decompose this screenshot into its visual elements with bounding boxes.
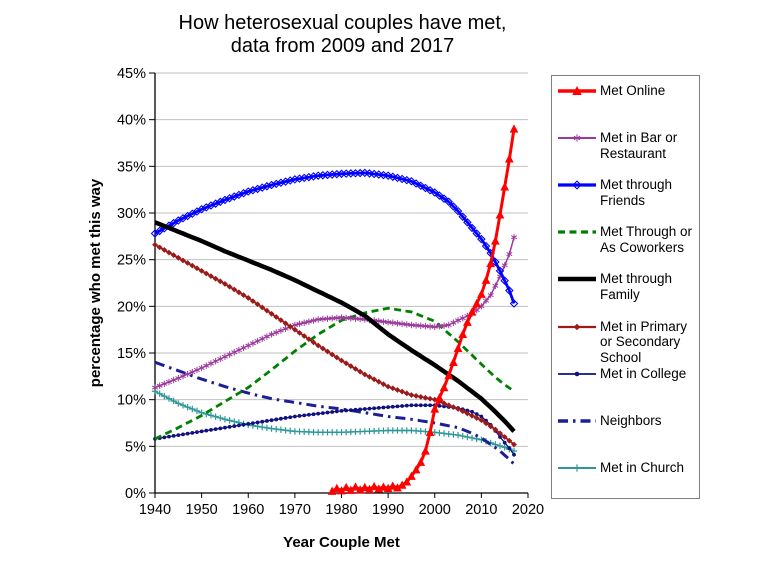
svg-text:1990: 1990 xyxy=(372,502,404,518)
series-met-in-church xyxy=(151,388,518,455)
svg-text:0%: 0% xyxy=(125,486,146,502)
series-met-in-college xyxy=(153,403,516,457)
svg-text:1940: 1940 xyxy=(139,502,171,518)
x-axis-title: Year Couple Met xyxy=(283,534,400,551)
svg-text:5%: 5% xyxy=(125,439,146,455)
legend-label-met-through-family: Met through Family xyxy=(600,271,673,302)
legend: Met Online Met in Bar or Restaurant Met th… xyxy=(551,75,700,499)
legend-swatch-met-through-or-as-coworkers xyxy=(558,230,596,234)
svg-text:2020: 2020 xyxy=(512,502,544,518)
legend-label-met-in-church: Met in Church xyxy=(600,459,685,475)
legend-label-met-through-or-as-coworkers: Met Through or As Coworkers xyxy=(600,224,693,255)
chart-title-line-1: How heterosexual couples have met, xyxy=(178,12,507,34)
svg-text:15%: 15% xyxy=(117,346,146,362)
legend-label-neighbors: Neighbors xyxy=(600,412,662,428)
svg-text:40%: 40% xyxy=(117,113,146,129)
legend-swatch-met-online xyxy=(558,86,596,95)
legend-swatch-met-in-bar-or-restaurant xyxy=(558,134,596,142)
legend-label-met-through-friends: Met through Friends xyxy=(600,177,673,208)
legend-item-met-through-family: Met through Family xyxy=(557,271,697,302)
legend-item-met-through-or-as-coworkers: Met Through or As Coworkers xyxy=(557,224,697,255)
legend-item-met-through-friends: Met through Friends xyxy=(557,177,697,208)
svg-text:1980: 1980 xyxy=(325,502,357,518)
chart-title: How heterosexual couples have met, data … xyxy=(140,12,545,58)
legend-swatch-met-through-friends xyxy=(558,180,596,190)
legend-swatch-met-in-church xyxy=(558,464,596,472)
legend-item-met-in-primary-or-secondary-school: Met in Primary or Secondary School xyxy=(557,319,697,366)
legend-swatch-met-in-primary-or-secondary-school xyxy=(558,323,596,330)
legend-swatch-met-in-college xyxy=(558,371,596,376)
series-met-online xyxy=(327,124,519,495)
legend-item-met-in-college: Met in College xyxy=(557,366,697,382)
svg-text:25%: 25% xyxy=(117,253,146,269)
svg-text:2010: 2010 xyxy=(465,502,497,518)
legend-item-met-in-bar-or-restaurant: Met in Bar or Restaurant xyxy=(557,130,697,161)
plot-area: 0% 5% 10% 15% 20% 25% 30% 35% 40% 45% 1940 1950 1960… xyxy=(117,66,544,518)
svg-text:1950: 1950 xyxy=(185,502,217,518)
legend-item-met-online: Met Online xyxy=(557,83,697,99)
legend-item-neighbors: Neighbors xyxy=(557,413,697,429)
series-met-through-family xyxy=(154,220,516,433)
series-met-through-or-as-coworkers xyxy=(154,306,515,441)
legend-label-met-in-college: Met in College xyxy=(600,365,687,381)
series-met-through-friends xyxy=(150,168,519,308)
chart-title-line-2: data from 2009 and 2017 xyxy=(230,35,455,57)
svg-text:1960: 1960 xyxy=(232,502,264,518)
series-neighbors xyxy=(154,360,516,466)
legend-label-met-in-bar-or-restaurant: Met in Bar or Restaurant xyxy=(600,130,678,161)
legend-swatch-neighbors xyxy=(558,418,596,423)
y-axis-title: percentage who met this way xyxy=(87,178,104,388)
svg-text:1970: 1970 xyxy=(279,502,311,518)
svg-text:2000: 2000 xyxy=(419,502,451,518)
legend-label-met-in-primary-or-secondary-school: Met in Primary or Secondary School xyxy=(600,318,688,365)
series-met-in-bar-or-restaurant xyxy=(151,234,518,391)
svg-text:10%: 10% xyxy=(117,393,146,409)
svg-text:20%: 20% xyxy=(117,299,146,315)
legend-swatch-met-through-family xyxy=(558,277,596,282)
svg-text:35%: 35% xyxy=(117,159,146,175)
svg-text:45%: 45% xyxy=(117,66,146,82)
legend-label-met-online: Met Online xyxy=(600,83,666,98)
svg-text:30%: 30% xyxy=(117,206,146,222)
legend-item-met-in-church: Met in Church xyxy=(557,460,697,476)
